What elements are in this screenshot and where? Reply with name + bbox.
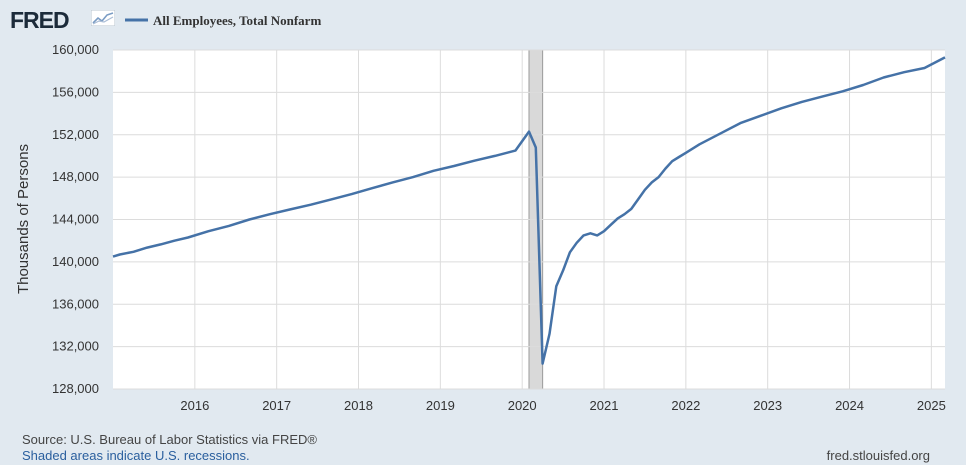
y-tick-label: 148,000	[52, 169, 99, 184]
y-tick-label: 152,000	[52, 127, 99, 142]
recession-note[interactable]: Shaded areas indicate U.S. recessions.	[22, 448, 250, 463]
series-line-all-employees	[112, 56, 946, 365]
fred-logo-graph-icon	[91, 10, 115, 26]
y-tick-label: 132,000	[52, 339, 99, 354]
y-axis-ticks: 128,000 132,000 136,000 140,000 144,000 148,0…	[52, 42, 99, 396]
x-tick-label: 2023	[753, 398, 782, 413]
y-tick-label: 128,000	[52, 381, 99, 396]
x-tick-label: 2016	[180, 398, 209, 413]
legend[interactable]: All Employees, Total Nonfarm	[125, 13, 321, 28]
fred-logo[interactable]: FRED	[10, 7, 70, 33]
y-tick-label: 156,000	[52, 84, 99, 99]
x-tick-label: 2022	[671, 398, 700, 413]
x-axis-ticks: 2016 2017 2018 2019 2020 2021 2022 2023 2024 2025	[180, 398, 945, 413]
gridlines	[113, 49, 945, 390]
site-url[interactable]: fred.stlouisfed.org	[826, 448, 930, 463]
y-tick-label: 140,000	[52, 254, 99, 269]
x-tick-label: 2020	[508, 398, 537, 413]
legend-label: All Employees, Total Nonfarm	[153, 13, 321, 28]
x-tick-label: 2021	[590, 398, 619, 413]
x-tick-label: 2024	[835, 398, 864, 413]
y-tick-label: 160,000	[52, 42, 99, 57]
source-note: Source: U.S. Bureau of Labor Statistics …	[22, 432, 317, 447]
x-tick-label: 2018	[344, 398, 373, 413]
y-tick-label: 144,000	[52, 212, 99, 227]
x-tick-label: 2025	[917, 398, 946, 413]
y-tick-label: 136,000	[52, 296, 99, 311]
x-tick-label: 2017	[262, 398, 291, 413]
x-tick-label: 2019	[426, 398, 455, 413]
y-axis-label: Thousands of Persons	[15, 144, 32, 294]
